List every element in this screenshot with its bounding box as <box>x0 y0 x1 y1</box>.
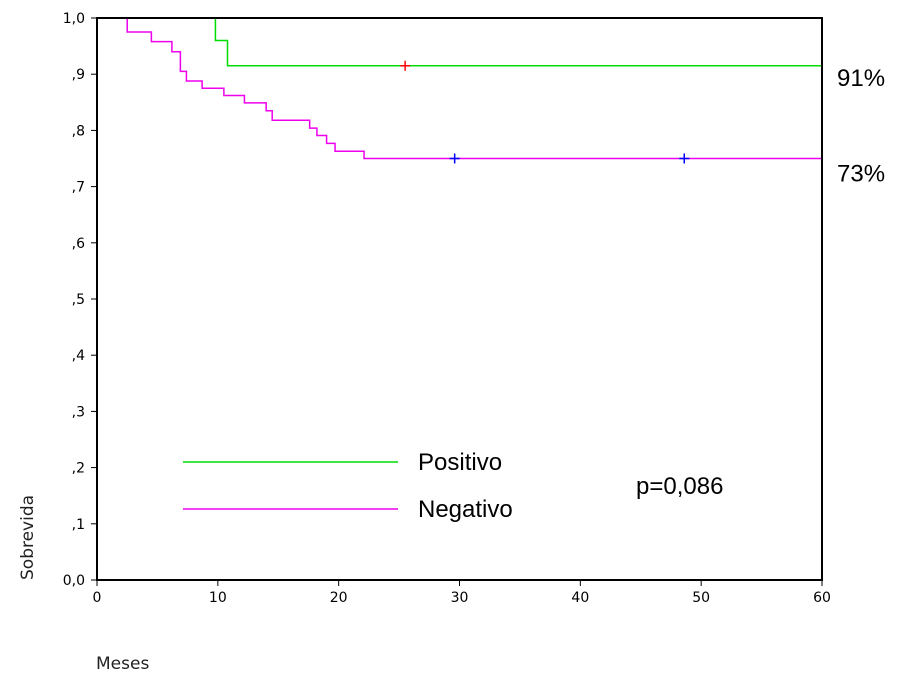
y-tick-label: ,2 <box>72 461 85 477</box>
y-tick-label: ,1 <box>72 517 85 533</box>
y-tick-label: ,9 <box>72 67 85 83</box>
ticks-layer: 0 10 20 30 40 50 60 0,0 ,1 ,2 ,3 ,4 ,5 ,6 ,7 ,8 ,9 1,0 <box>63 11 831 606</box>
series-line-negativo <box>121 17 822 160</box>
y-tick-label: ,4 <box>72 348 85 364</box>
legend-label-negativo: Negativo <box>418 496 513 523</box>
x-tick-label: 30 <box>451 590 469 606</box>
y-tick-label: ,6 <box>72 236 85 252</box>
x-tick-label: 60 <box>813 590 831 606</box>
series-layer: 91% 73% <box>121 17 885 188</box>
legend: Positivo Negativo <box>183 449 513 523</box>
legend-label-positivo: Positivo <box>418 449 502 476</box>
y-tick-label: ,7 <box>72 180 85 196</box>
x-tick-label: 40 <box>571 590 589 606</box>
end-label-negativo: 73% <box>837 161 885 188</box>
y-tick-label: ,8 <box>72 123 85 139</box>
y-axis-label: Sobrevida <box>18 495 38 580</box>
y-tick-label: ,5 <box>72 292 85 308</box>
y-tick-label: ,3 <box>72 404 85 420</box>
series-line-positivo <box>121 17 822 67</box>
x-axis-label: Meses <box>96 654 149 674</box>
x-tick-label: 10 <box>209 590 227 606</box>
y-tick-label: 0,0 <box>63 573 85 589</box>
pvalue-annotation: p=0,086 <box>636 473 723 500</box>
x-tick-label: 20 <box>330 590 348 606</box>
end-label-positivo: 91% <box>837 65 885 92</box>
y-tick-label: 1,0 <box>63 11 85 27</box>
x-tick-label: 50 <box>692 590 710 606</box>
x-tick-label: 0 <box>93 590 102 606</box>
